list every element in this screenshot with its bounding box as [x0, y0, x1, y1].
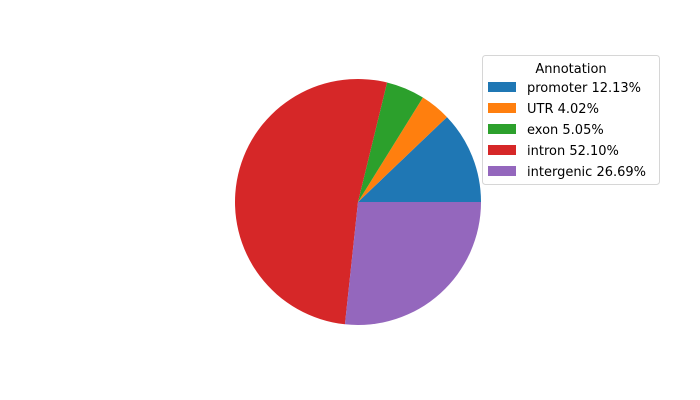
legend-label: exon 5.05% [527, 123, 604, 138]
pie-slice-intron [234, 78, 388, 325]
legend-label: intron 52.10% [527, 144, 619, 159]
legend-label: UTR 4.02% [527, 102, 599, 117]
legend-swatch [488, 166, 516, 176]
legend-swatch [488, 103, 516, 113]
legend-label: promoter 12.13% [527, 81, 641, 96]
legend-label: intergenic 26.69% [527, 165, 646, 180]
legend-swatch [488, 82, 516, 92]
pie-slice-utr [358, 97, 447, 202]
legend: Annotation promoter 12.13% UTR 4.02% exon … [482, 55, 660, 185]
pie-slice-intergenic [344, 202, 481, 325]
legend-title: Annotation [535, 62, 606, 77]
pie-slice-promoter [358, 117, 481, 202]
legend-swatch [488, 124, 516, 134]
legend-swatch [488, 145, 516, 155]
pie-slices [234, 78, 481, 325]
legend-frame [482, 55, 660, 185]
pie-slice-exon [358, 82, 423, 202]
